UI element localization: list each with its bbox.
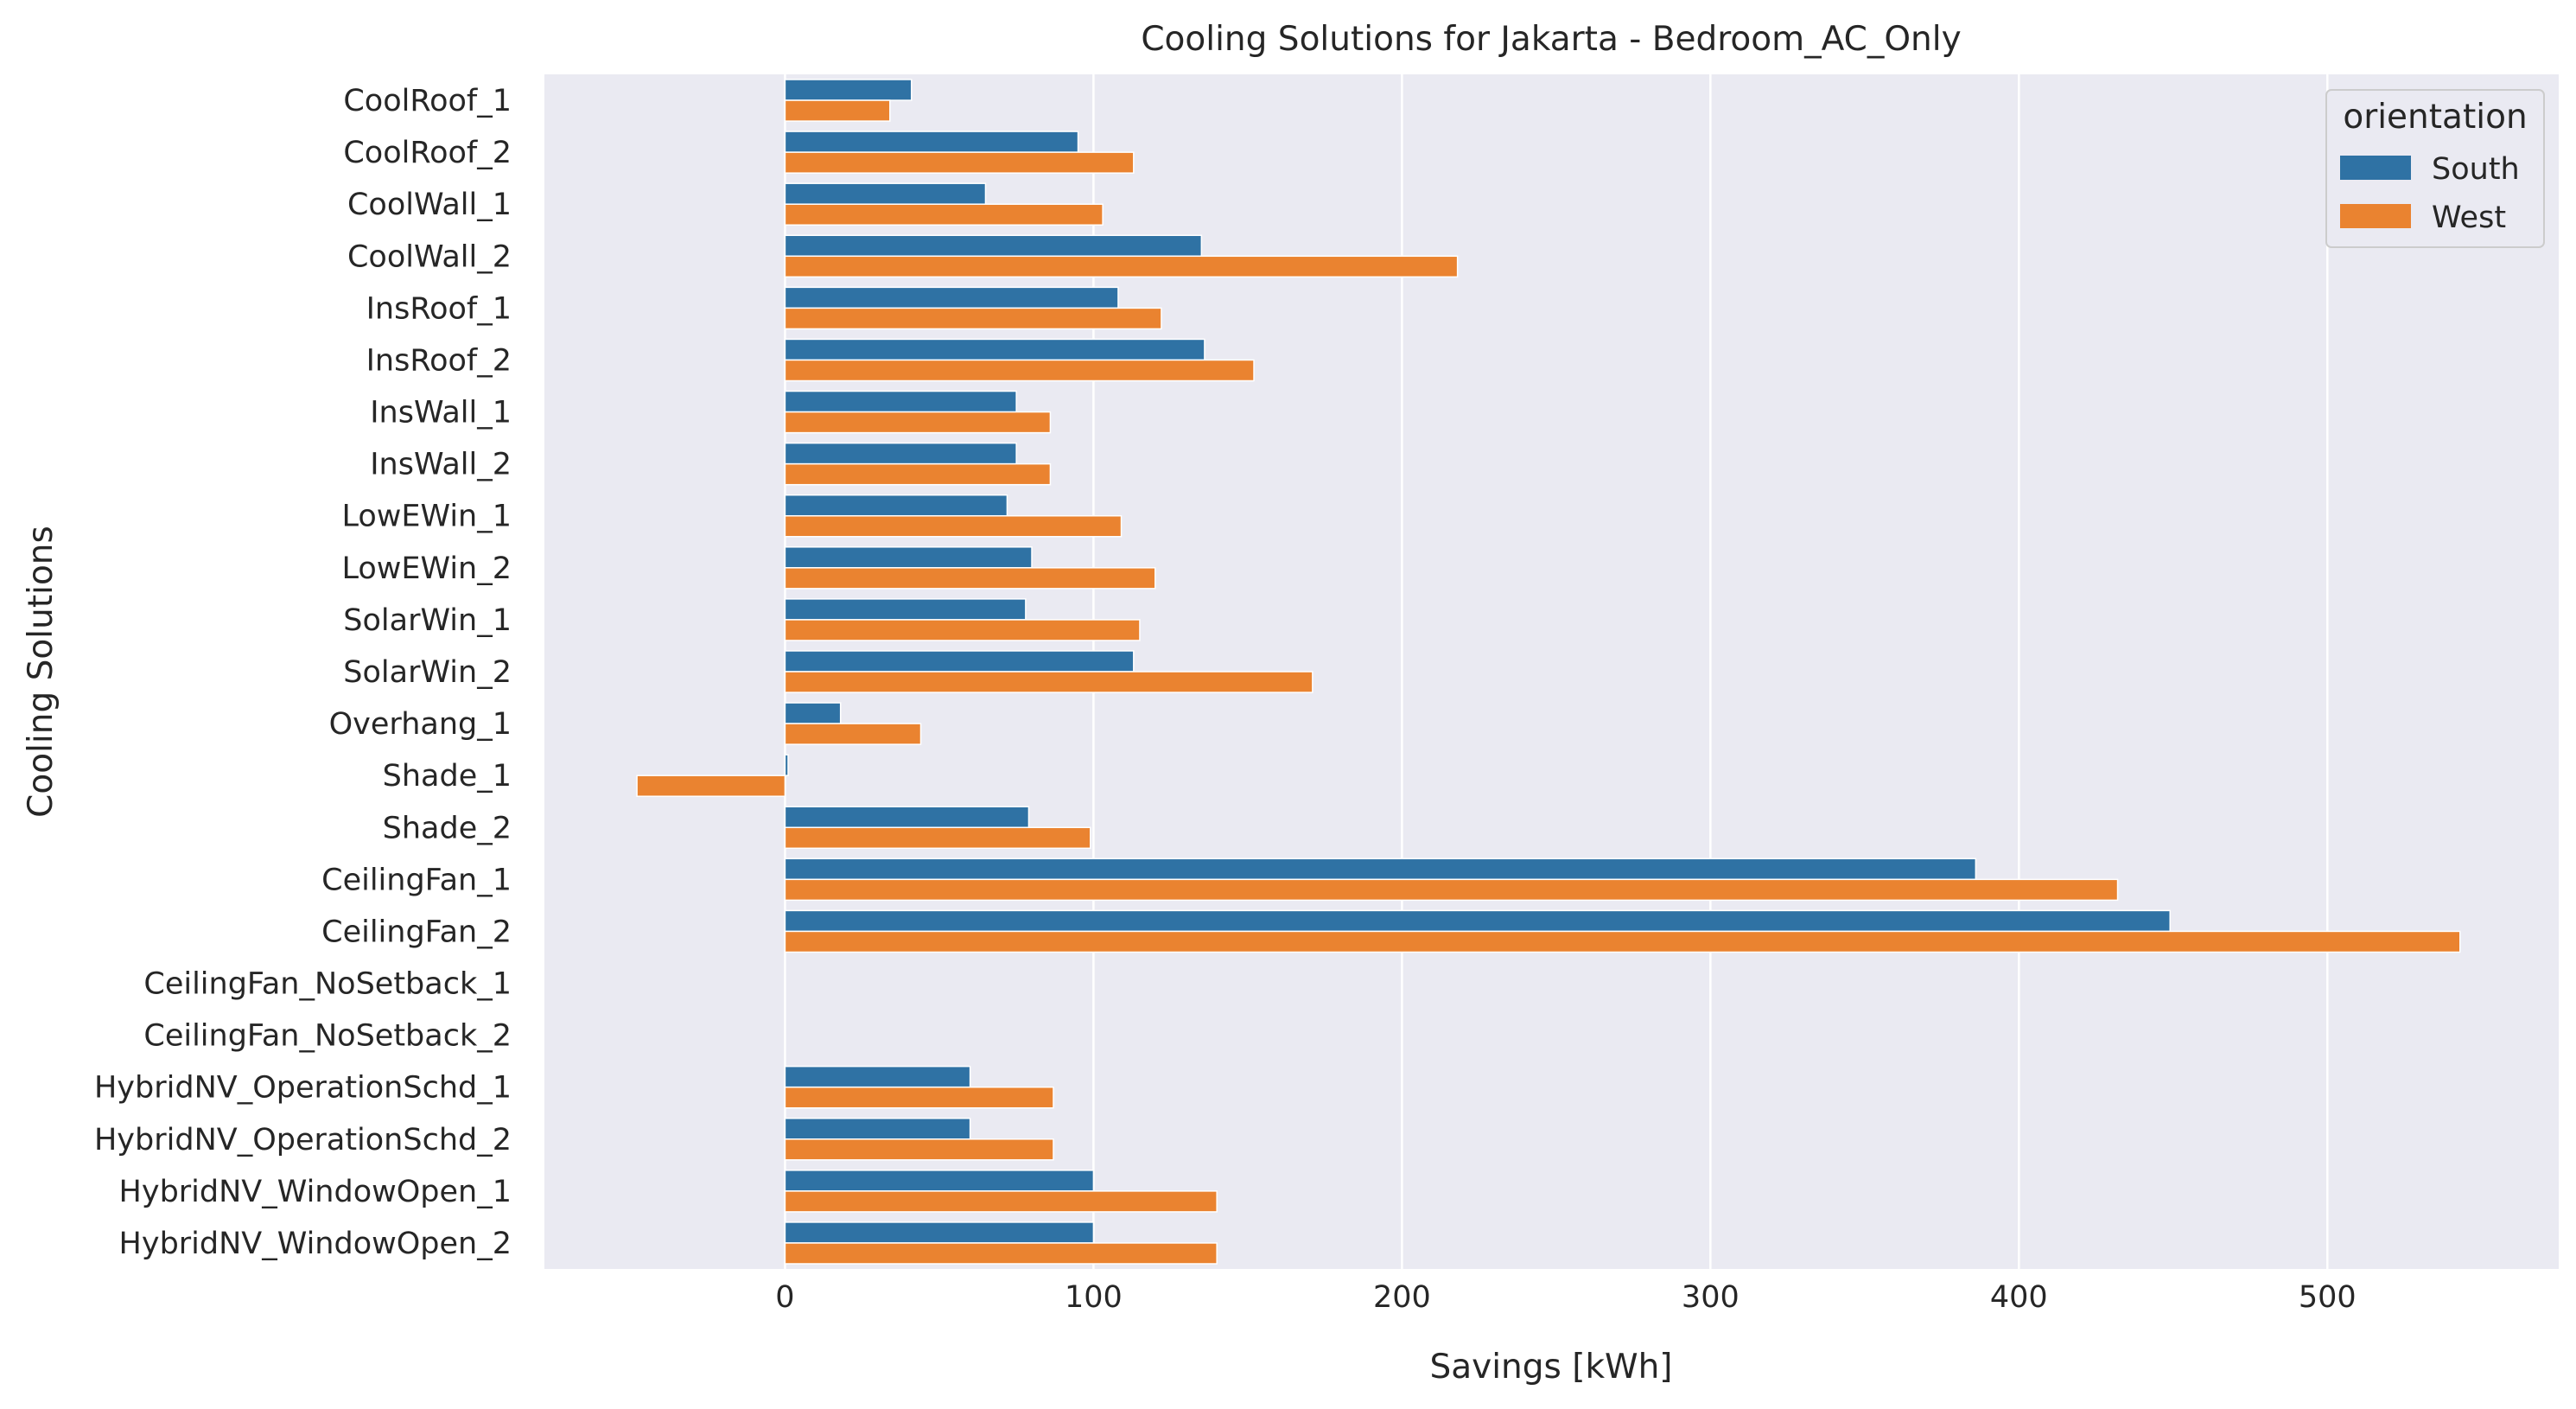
bar-south — [784, 1221, 1095, 1244]
x-tick-label: 400 — [1990, 1280, 2048, 1315]
y-tick-label: HybridNV_WindowOpen_1 — [119, 1175, 512, 1209]
y-tick-label: CeilingFan_NoSetback_1 — [143, 967, 512, 1002]
bar-west — [784, 462, 1052, 486]
legend-title: orientation — [2343, 98, 2527, 137]
bar-west — [784, 514, 1123, 538]
y-tick-labels: CoolRoof_1 CoolRoof_2 CoolWall_1 CoolWall_2… — [94, 84, 512, 1261]
y-tick-label: SolarWin_2 — [343, 655, 512, 690]
y-tick-label: CeilingFan_1 — [321, 863, 512, 897]
y-tick-label: HybridNV_WindowOpen_2 — [119, 1227, 512, 1261]
bar-west — [784, 151, 1135, 174]
y-tick-label: CeilingFan_NoSetback_2 — [143, 1019, 512, 1054]
x-tick-label: 300 — [1682, 1280, 1740, 1315]
y-axis-title: Cooling Solutions — [22, 526, 60, 818]
bars — [636, 79, 2461, 1265]
y-tick-label: LowEWin_2 — [341, 551, 512, 586]
bar-west — [784, 930, 2461, 953]
y-tick-label: Shade_2 — [383, 811, 512, 845]
bar-west — [784, 671, 1313, 693]
bar-west — [784, 567, 1156, 590]
legend-swatch-south — [2340, 156, 2411, 180]
bar-west — [784, 1086, 1054, 1109]
y-tick-label: CoolRoof_1 — [343, 84, 512, 118]
bar-south — [784, 131, 1079, 153]
bar-south — [784, 650, 1135, 673]
y-tick-label: Overhang_1 — [329, 707, 512, 742]
bar-west — [784, 99, 891, 122]
bar-south — [784, 182, 987, 205]
bar-south — [784, 442, 1017, 465]
y-tick-label: InsWall_1 — [370, 396, 512, 430]
bar-south — [784, 754, 789, 776]
bar-south — [784, 234, 1203, 258]
bar-west — [784, 826, 1091, 850]
bar-south — [784, 1117, 971, 1140]
bar-south — [784, 494, 1008, 517]
y-tick-label: CoolWall_1 — [347, 188, 512, 222]
y-tick-label: CoolWall_2 — [347, 239, 512, 274]
bar-south — [784, 338, 1205, 361]
bar-west — [784, 307, 1162, 330]
bar-west — [784, 203, 1104, 226]
chart-title: Cooling Solutions for Jakarta - Bedroom_… — [1141, 20, 1961, 59]
bar-west — [636, 775, 786, 797]
legend-label-south: South — [2432, 152, 2520, 187]
bar-south — [784, 390, 1017, 413]
y-tick-label: CeilingFan_2 — [321, 915, 512, 949]
x-tick-label: 100 — [1065, 1280, 1123, 1315]
bar-south — [784, 909, 2171, 933]
y-tick-label: LowEWin_1 — [341, 500, 512, 534]
bar-west — [784, 255, 1459, 278]
bar-west — [784, 1138, 1054, 1161]
bar-south — [784, 702, 842, 724]
bar-south — [784, 1170, 1095, 1192]
bar-south — [784, 286, 1119, 309]
x-axis-title: Savings [kWh] — [1429, 1348, 1672, 1387]
x-tick-labels: 0 100 200 300 400 500 — [775, 1280, 2356, 1315]
y-tick-label: HybridNV_OperationSchd_2 — [94, 1123, 512, 1157]
bar-west — [784, 723, 922, 745]
x-tick-label: 0 — [775, 1280, 794, 1315]
x-tick-label: 200 — [1373, 1280, 1431, 1315]
bar-west — [784, 1190, 1218, 1213]
y-tick-label: SolarWin_1 — [343, 603, 512, 638]
x-tick-label: 500 — [2299, 1280, 2357, 1315]
bar-west — [784, 619, 1141, 641]
bar-south — [784, 598, 1027, 621]
bar-west — [784, 411, 1052, 434]
bar-west — [784, 878, 2119, 902]
bar-south — [784, 858, 1977, 881]
bar-west — [784, 1242, 1218, 1265]
bar-south — [784, 546, 1033, 569]
y-tick-label: CoolRoof_2 — [343, 136, 512, 170]
y-tick-label: HybridNV_OperationSchd_1 — [94, 1071, 512, 1106]
bar-west — [784, 359, 1255, 382]
legend-label-west: West — [2432, 201, 2506, 235]
legend-swatch-west — [2340, 204, 2411, 228]
legend: orientation South West — [2325, 89, 2545, 248]
y-tick-label: Shade_1 — [383, 759, 512, 794]
y-tick-label: InsRoof_1 — [366, 291, 512, 326]
y-tick-label: InsRoof_2 — [366, 343, 512, 378]
bar-south — [784, 1065, 971, 1088]
bar-south — [784, 79, 913, 101]
bar-south — [784, 806, 1030, 829]
y-tick-label: InsWall_2 — [370, 448, 512, 482]
